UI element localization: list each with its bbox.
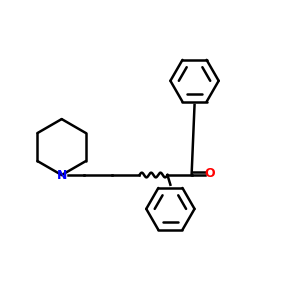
Text: O: O [205,167,215,180]
Text: N: N [56,169,67,182]
